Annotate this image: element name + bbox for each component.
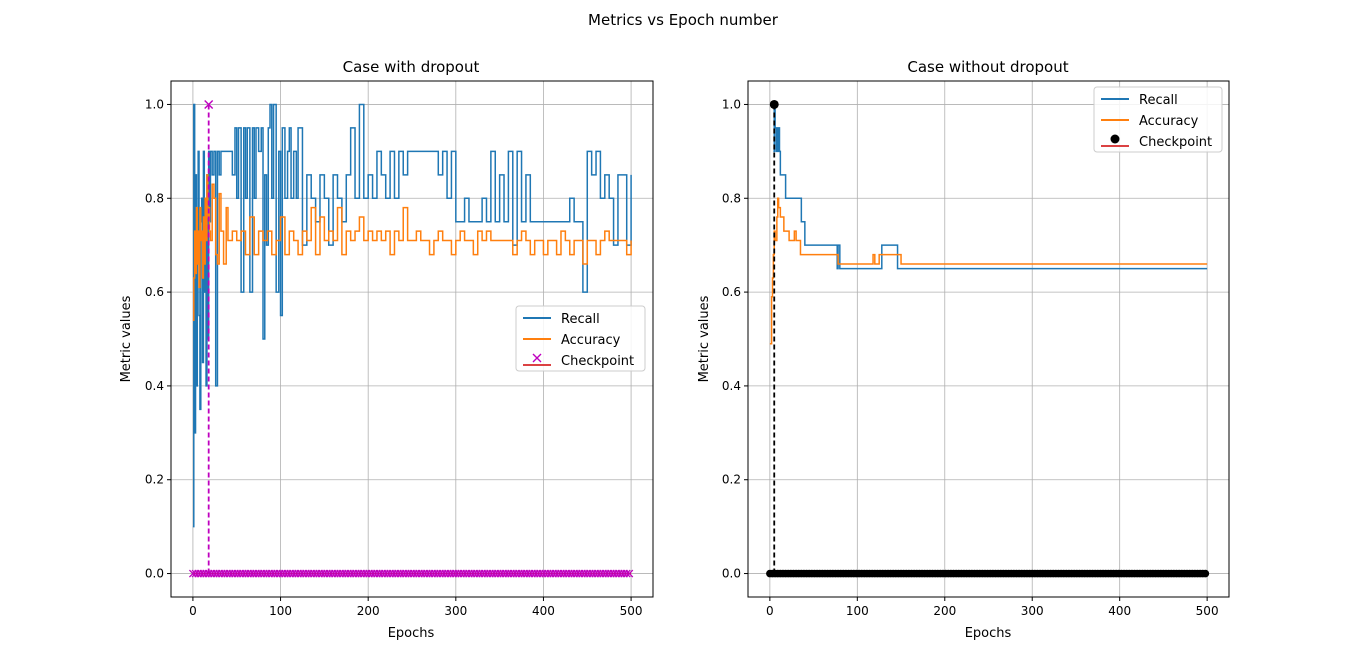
- x-tick-label: 500: [620, 604, 643, 618]
- checkpoint-stems: [766, 99, 1210, 578]
- checkpoint-top-marker: [769, 99, 779, 109]
- y-tick-label: 1.0: [145, 97, 164, 111]
- figure-suptitle: Metrics vs Epoch number: [588, 11, 779, 29]
- legend-swatch-marker: [1110, 134, 1120, 144]
- y-tick-label: 1.0: [722, 97, 741, 111]
- x-tick-label: 100: [846, 604, 869, 618]
- x-tick-label: 0: [766, 604, 774, 618]
- legend-label: Recall: [1139, 93, 1178, 108]
- y-tick-label: 0.8: [145, 191, 164, 205]
- y-tick-label: 0.0: [145, 567, 164, 581]
- checkpoint-top-marker: [204, 99, 214, 109]
- legend: Recall Accuracy Checkpoint: [1093, 86, 1223, 153]
- y-tick-label: 0.2: [145, 473, 164, 487]
- x-tick-label: 0: [189, 604, 197, 618]
- grid: [748, 81, 1229, 597]
- legend-label: Accuracy: [561, 333, 621, 348]
- y-tick-label: 0.6: [722, 285, 741, 299]
- checkpoint-marker: [1201, 569, 1210, 578]
- x-tick-label: 400: [532, 604, 555, 618]
- x-tick-label: 300: [444, 604, 467, 618]
- legend-box: [1093, 86, 1223, 153]
- plot-area: [766, 99, 1210, 578]
- legend-label: Accuracy: [1139, 114, 1199, 129]
- series-line-recall: [773, 103, 1208, 270]
- y-tick-label: 0.2: [722, 473, 741, 487]
- y-tick-label: 0.4: [145, 379, 164, 393]
- legend: Recall Accuracy Checkpoint: [515, 305, 646, 372]
- y-tick-label: 0.0: [722, 567, 741, 581]
- chart-with-dropout: Case with dropout Epochs Metric values 0…: [119, 58, 654, 641]
- x-tick-label: 400: [1108, 604, 1131, 618]
- series-line-accuracy: [192, 174, 632, 321]
- axes-frame: [170, 80, 654, 598]
- y-axis-label: Metric values: [119, 295, 134, 382]
- y-axis-label: Metric values: [697, 295, 712, 382]
- series-line-accuracy: [769, 197, 1208, 345]
- checkpoint-marker: [625, 569, 634, 578]
- legend-box: [515, 305, 646, 372]
- x-tick-label: 200: [933, 604, 956, 618]
- chart-without-dropout: Case without dropout Epochs Metric value…: [697, 58, 1230, 641]
- x-tick-label: 300: [1021, 604, 1044, 618]
- legend-label: Checkpoint: [1139, 135, 1212, 150]
- y-tick-label: 0.8: [722, 191, 741, 205]
- x-axis-label: Epochs: [965, 626, 1012, 641]
- legend-label: Recall: [561, 312, 600, 327]
- legend-label: Checkpoint: [561, 354, 634, 369]
- checkpoint-marker: [622, 569, 631, 578]
- legend-swatch-marker: [532, 353, 542, 363]
- x-axis-label: Epochs: [388, 626, 435, 641]
- axes-frame: [747, 80, 1230, 598]
- x-tick-label: 200: [357, 604, 380, 618]
- y-tick-label: 0.4: [722, 379, 741, 393]
- chart-title: Case with dropout: [343, 58, 480, 76]
- x-tick-label: 100: [269, 604, 292, 618]
- checkpoint-stems: [188, 99, 634, 578]
- chart-title: Case without dropout: [907, 58, 1068, 76]
- x-tick-label: 500: [1196, 604, 1219, 618]
- plot-area: [188, 99, 634, 578]
- y-tick-label: 0.6: [145, 285, 164, 299]
